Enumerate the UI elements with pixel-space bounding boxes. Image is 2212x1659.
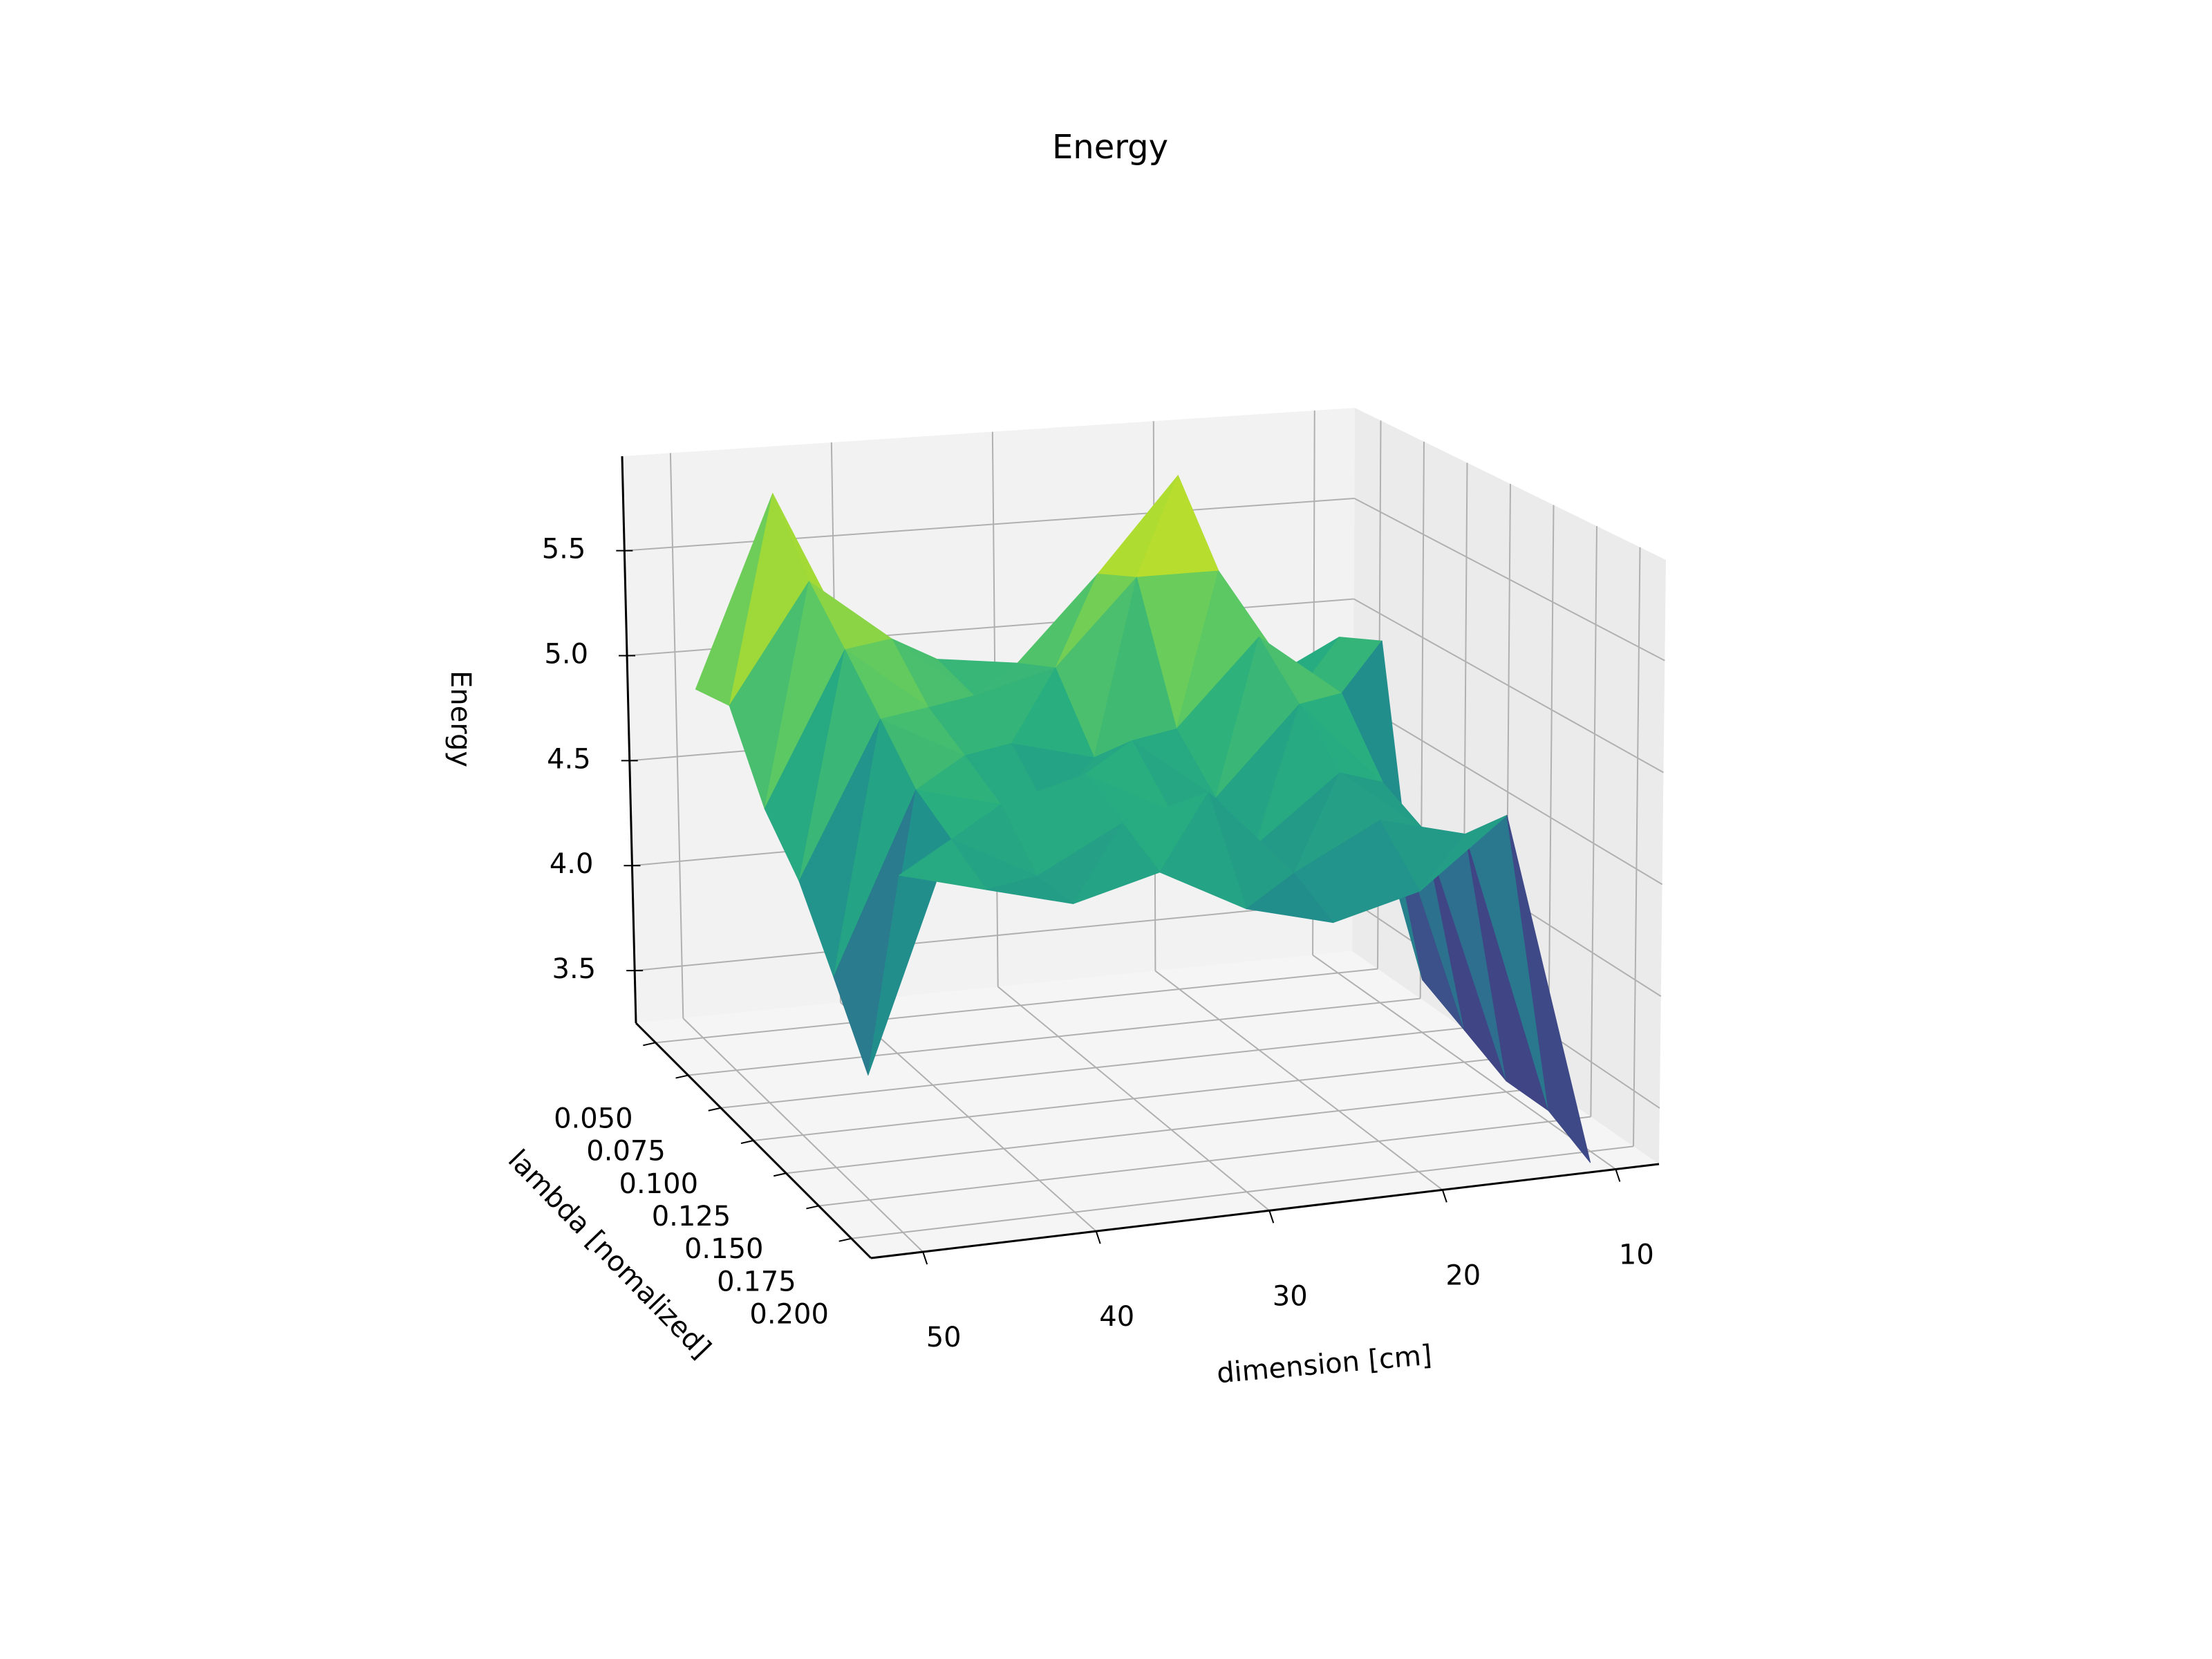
y-tick-label: 0.075 xyxy=(586,1136,666,1168)
x-axis xyxy=(870,1163,1660,1259)
grid-line xyxy=(635,900,1353,972)
y-tick xyxy=(806,1205,819,1210)
y-axis xyxy=(635,1022,872,1259)
y-tick-label: 0.175 xyxy=(717,1266,796,1297)
x-tick-label: 10 xyxy=(1619,1239,1654,1271)
x-axis-label: dimension [cm] xyxy=(1215,1339,1433,1389)
x-tick-label: 40 xyxy=(1099,1301,1134,1333)
grid-line xyxy=(786,1086,1548,1174)
y-tick xyxy=(740,1140,754,1144)
y-tick-label: 0.125 xyxy=(652,1201,731,1232)
x-tick xyxy=(1615,1169,1621,1182)
surface-facet xyxy=(1419,814,1508,892)
y-tick-label: 0.150 xyxy=(684,1233,764,1265)
grid-line xyxy=(851,1145,1634,1239)
grid-line xyxy=(1353,598,1664,774)
z-axis xyxy=(621,456,637,1024)
y-tick xyxy=(774,1172,787,1177)
grid-line xyxy=(688,997,1421,1076)
surface-facet xyxy=(1159,791,1247,910)
z-tick-label: 4.5 xyxy=(547,743,591,775)
x-tick xyxy=(1441,1190,1447,1203)
y-tick-label: 0.200 xyxy=(749,1299,829,1331)
z-tick-label: 3.5 xyxy=(552,953,597,985)
surface-facet xyxy=(899,838,987,890)
grid-line xyxy=(1353,699,1663,885)
x-tick-label: 50 xyxy=(926,1322,962,1353)
y-tick xyxy=(675,1074,688,1079)
y-tick xyxy=(838,1237,852,1242)
x-tick xyxy=(922,1251,928,1265)
x-tick-label: 30 xyxy=(1273,1280,1308,1312)
surface-facet xyxy=(1246,872,1334,924)
x-tick xyxy=(1268,1210,1275,1224)
surface-facet xyxy=(1506,814,1591,1163)
chart-title: Energy xyxy=(1052,128,1168,167)
x-tick-label: 20 xyxy=(1445,1259,1481,1291)
surface-facet xyxy=(1072,823,1161,904)
grid-line xyxy=(624,498,1355,552)
x-tick xyxy=(1095,1230,1101,1244)
y-tick-label: 0.050 xyxy=(554,1103,633,1134)
z-axis-label: Energy xyxy=(444,671,476,767)
z-tick-label: 4.0 xyxy=(550,848,594,880)
surface-facet xyxy=(1333,820,1421,924)
y-tick-label: 0.100 xyxy=(619,1168,699,1200)
y-tick xyxy=(708,1107,721,1112)
grid-line xyxy=(1353,498,1665,662)
grid-line xyxy=(720,1027,1463,1109)
z-tick-label: 5.0 xyxy=(544,639,588,671)
y-tick xyxy=(643,1042,656,1047)
grid-line xyxy=(655,968,1378,1044)
grid-line xyxy=(753,1057,1506,1141)
floor-pane xyxy=(636,951,1659,1258)
surface-facet xyxy=(986,876,1074,904)
z-tick-label: 5.5 xyxy=(542,534,586,565)
grid-line xyxy=(818,1116,1591,1207)
